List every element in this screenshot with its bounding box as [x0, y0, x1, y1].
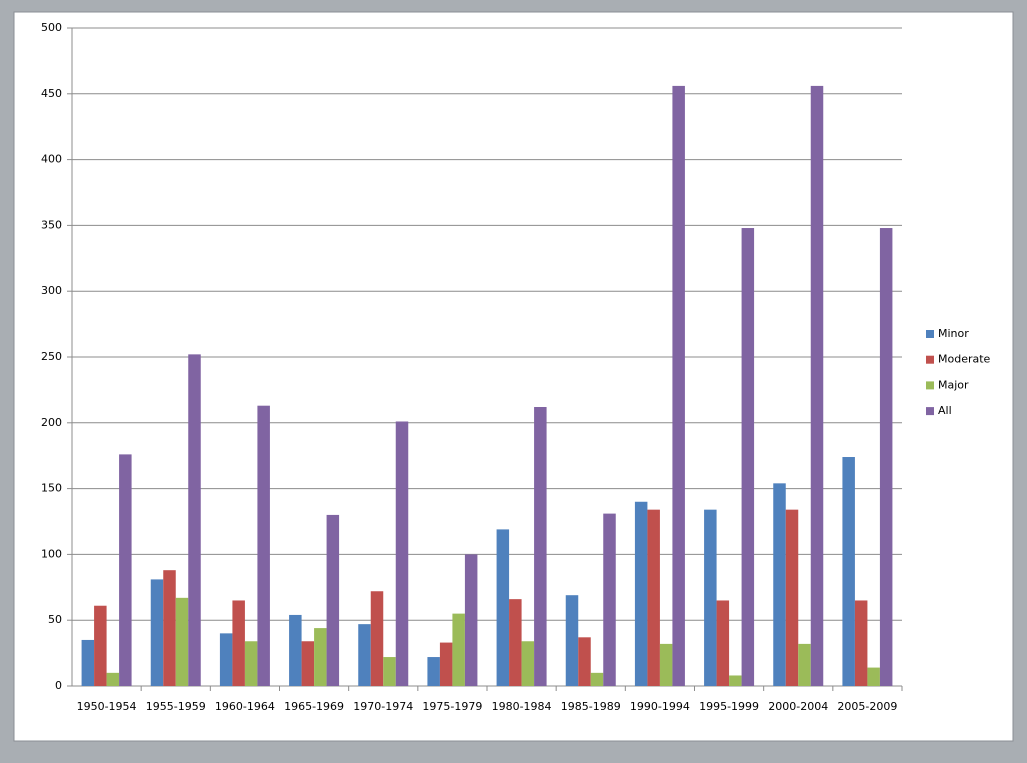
x-tick-label: 1950-1954 — [77, 700, 137, 713]
bar — [395, 421, 409, 686]
bar — [244, 641, 258, 686]
bar — [257, 405, 270, 686]
bar — [175, 597, 189, 686]
bar — [842, 457, 855, 686]
bar — [854, 600, 868, 686]
x-tick-label: 2000-2004 — [768, 700, 828, 713]
legend-label: Moderate — [938, 353, 991, 366]
bar — [716, 600, 730, 686]
bar — [521, 641, 535, 686]
y-tick-label: 350 — [41, 218, 62, 231]
bar — [773, 483, 786, 686]
legend-swatch — [926, 381, 934, 390]
bar — [439, 642, 453, 686]
bar — [647, 509, 660, 686]
bar — [634, 501, 648, 686]
x-tick-label: 1970-1974 — [353, 700, 413, 713]
bar — [219, 633, 233, 686]
x-tick-label: 1960-1964 — [215, 700, 275, 713]
legend-label: All — [938, 404, 952, 417]
legend-swatch — [926, 355, 934, 364]
bar — [326, 514, 340, 686]
y-tick-label: 200 — [41, 416, 62, 429]
bar — [741, 228, 755, 687]
y-tick-label: 0 — [55, 679, 62, 692]
y-tick-label: 150 — [41, 482, 62, 495]
y-tick-label: 300 — [41, 284, 62, 297]
bar — [590, 672, 604, 686]
bar — [232, 600, 245, 686]
bar — [509, 599, 522, 686]
legend-label: Minor — [938, 327, 969, 340]
bar — [496, 529, 510, 686]
x-tick-label: 2005-2009 — [837, 700, 897, 713]
bar — [383, 657, 396, 686]
x-tick-label: 1955-1959 — [146, 700, 206, 713]
bar — [150, 579, 164, 686]
bar — [452, 613, 465, 686]
x-tick-label: 1995-1999 — [699, 700, 759, 713]
x-tick-label: 1980-1984 — [492, 700, 552, 713]
y-tick-label: 400 — [41, 153, 62, 166]
bar — [672, 85, 685, 687]
bar — [729, 675, 742, 686]
y-tick-label: 250 — [41, 350, 62, 363]
bar — [106, 672, 120, 686]
bar — [578, 637, 591, 686]
bar — [163, 570, 176, 686]
legend-label: Major — [938, 378, 969, 391]
bar — [81, 639, 95, 686]
bar — [427, 657, 440, 686]
bar — [659, 643, 673, 686]
bar — [534, 407, 547, 686]
bar — [810, 85, 824, 687]
bar — [565, 595, 579, 686]
x-tick-label: 1965-1969 — [284, 700, 344, 713]
legend-swatch — [926, 330, 934, 338]
bar — [798, 643, 811, 686]
bar — [464, 554, 478, 686]
bar — [785, 509, 799, 686]
bar — [188, 354, 201, 686]
bar — [603, 513, 616, 686]
bar — [704, 509, 717, 686]
y-tick-label: 500 — [41, 21, 62, 34]
y-tick-label: 450 — [41, 87, 62, 100]
bar — [289, 614, 302, 686]
bar — [879, 228, 893, 687]
bar — [867, 667, 880, 686]
bar — [94, 605, 107, 686]
bar — [301, 641, 315, 686]
legend-swatch — [926, 407, 934, 416]
bar — [370, 591, 384, 686]
x-tick-label: 1990-1994 — [630, 700, 690, 713]
y-tick-label: 100 — [41, 547, 62, 560]
y-tick-label: 50 — [48, 613, 62, 626]
bar — [314, 628, 327, 686]
x-tick-label: 1985-1989 — [561, 700, 621, 713]
x-tick-label: 1975-1979 — [422, 700, 482, 713]
bar — [119, 454, 132, 686]
bar — [358, 624, 371, 686]
